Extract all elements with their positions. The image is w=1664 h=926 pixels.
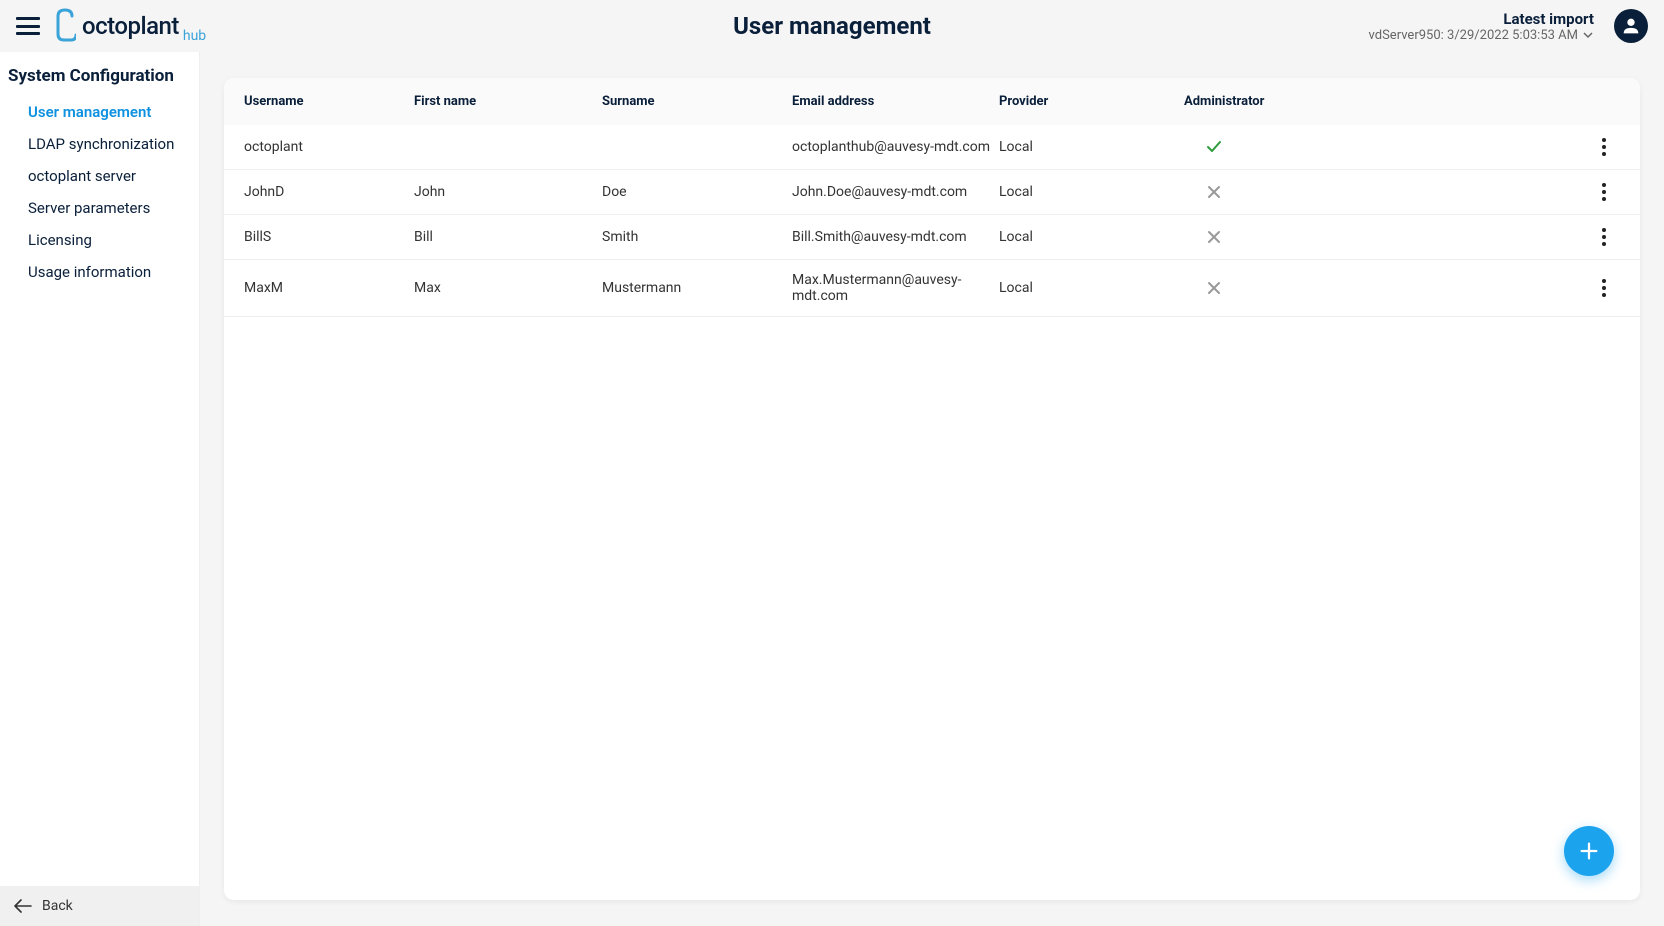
cell-admin [1184,138,1364,156]
cross-icon [1206,184,1222,200]
cell-provider: Local [999,229,1184,245]
latest-import-block: Latest import vdServer950: 3/29/2022 5:0… [1369,10,1594,43]
latest-import-detail: vdServer950: 3/29/2022 5:03:53 AM [1369,28,1578,43]
app-logo: octoplant hub [54,6,208,46]
app-header: octoplant hub User management Latest imp… [0,0,1664,52]
back-label: Back [42,898,73,914]
latest-import-label: Latest import [1369,10,1594,28]
row-menu-button[interactable] [1594,227,1614,247]
sidebar: System Configuration User managementLDAP… [0,52,200,926]
back-button[interactable]: Back [0,886,199,926]
cell-email: Bill.Smith@auvesy-mdt.com [792,229,999,245]
cell-admin [1184,280,1364,296]
cell-username: MaxM [244,280,414,296]
cell-provider: Local [999,184,1184,200]
row-actions [1364,137,1620,157]
table-header: Username First name Surname Email addres… [224,78,1640,125]
cell-firstname: John [414,184,602,200]
page-title: User management [733,12,931,40]
cell-surname: Smith [602,229,792,245]
sidebar-item-usage-information[interactable]: Usage information [0,256,199,288]
row-actions [1364,227,1620,247]
user-avatar-icon[interactable] [1614,9,1648,43]
row-menu-button[interactable] [1594,137,1614,157]
table-row: octoplant octoplanthub@auvesy-mdt.comLoca… [224,125,1640,170]
cell-admin [1184,229,1364,245]
users-card: Username First name Surname Email addres… [224,78,1640,900]
table-row: JohnDJohnDoeJohn.Doe@auvesy-mdt.comLocal [224,170,1640,215]
sidebar-item-ldap-synchronization[interactable]: LDAP synchronization [0,128,199,160]
col-header-admin[interactable]: Administrator [1184,94,1364,109]
row-menu-button[interactable] [1594,182,1614,202]
col-header-provider[interactable]: Provider [999,94,1184,109]
row-actions [1364,278,1620,298]
octoplant-logo-icon [54,6,76,46]
cell-surname: Mustermann [602,280,792,296]
cell-provider: Local [999,139,1184,155]
sidebar-heading: System Configuration [0,52,199,96]
table-row: MaxMMaxMustermannMax.Mustermann@auvesy-m… [224,260,1640,317]
arrow-left-icon [14,899,32,913]
cell-username: JohnD [244,184,414,200]
row-menu-button[interactable] [1594,278,1614,298]
cell-username: octoplant [244,139,414,155]
cell-provider: Local [999,280,1184,296]
cross-icon [1206,280,1222,296]
latest-import-dropdown[interactable]: vdServer950: 3/29/2022 5:03:53 AM [1369,28,1594,43]
cell-email: John.Doe@auvesy-mdt.com [792,184,999,200]
logo-sub-text: hub [183,28,206,44]
row-actions [1364,182,1620,202]
plus-icon [1578,840,1600,862]
menu-toggle-icon[interactable] [16,17,40,35]
col-header-surname[interactable]: Surname [602,94,792,109]
sidebar-item-licensing[interactable]: Licensing [0,224,199,256]
sidebar-item-server-parameters[interactable]: Server parameters [0,192,199,224]
col-header-firstname[interactable]: First name [414,94,602,109]
cell-firstname: Max [414,280,602,296]
cross-icon [1206,229,1222,245]
cell-email: octoplanthub@auvesy-mdt.com [792,139,999,155]
sidebar-item-octoplant-server[interactable]: octoplant server [0,160,199,192]
main-content: Username First name Surname Email addres… [200,52,1664,926]
cell-username: BillS [244,229,414,245]
col-header-username[interactable]: Username [244,94,414,109]
add-user-button[interactable] [1564,826,1614,876]
sidebar-item-user-management[interactable]: User management [0,96,199,128]
col-header-email[interactable]: Email address [792,94,999,109]
cell-admin [1184,184,1364,200]
chevron-down-icon [1582,29,1594,41]
check-icon [1205,138,1223,156]
logo-text: octoplant [82,12,179,40]
cell-email: Max.Mustermann@auvesy-mdt.com [792,272,999,304]
cell-firstname: Bill [414,229,602,245]
cell-surname: Doe [602,184,792,200]
table-row: BillSBillSmithBill.Smith@auvesy-mdt.comL… [224,215,1640,260]
